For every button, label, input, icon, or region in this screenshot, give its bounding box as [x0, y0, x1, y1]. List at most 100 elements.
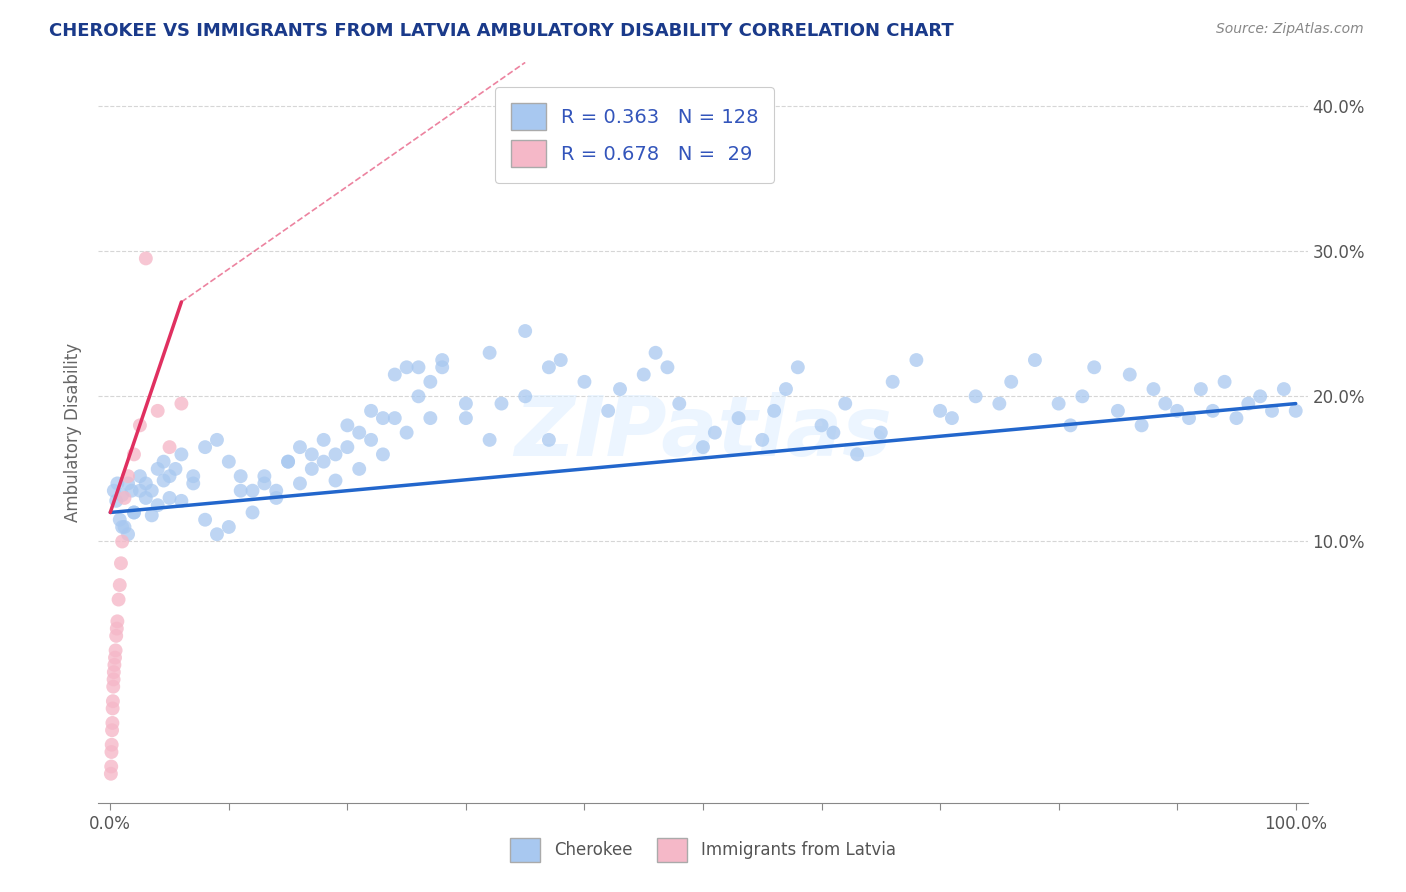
- Point: [170, 493, 193, 508]
- Point: [408, 360, 430, 375]
- Point: [1154, 396, 1177, 410]
- Point: [1071, 389, 1094, 403]
- Point: [1000, 375, 1022, 389]
- Point: [657, 360, 679, 375]
- Point: [253, 469, 276, 483]
- Point: [347, 425, 370, 440]
- Point: [170, 447, 193, 461]
- Point: [242, 483, 264, 498]
- Point: [384, 368, 406, 382]
- Point: [100, 745, 122, 759]
- Point: [395, 425, 418, 440]
- Point: [882, 375, 904, 389]
- Point: [122, 506, 145, 520]
- Point: [598, 404, 620, 418]
- Point: [117, 527, 139, 541]
- Point: [121, 483, 143, 498]
- Point: [205, 433, 228, 447]
- Point: [1024, 353, 1046, 368]
- Point: [159, 469, 181, 483]
- Point: [103, 483, 125, 498]
- Point: [1285, 404, 1308, 418]
- Point: [100, 738, 122, 752]
- Point: [1237, 396, 1260, 410]
- Point: [129, 483, 152, 498]
- Point: [264, 483, 287, 498]
- Point: [763, 404, 786, 418]
- Point: [408, 389, 430, 403]
- Point: [668, 396, 690, 410]
- Point: [941, 411, 963, 425]
- Point: [432, 360, 454, 375]
- Y-axis label: Ambulatory Disability: Ambulatory Disability: [65, 343, 83, 522]
- Point: [301, 447, 323, 461]
- Point: [101, 701, 124, 715]
- Point: [336, 418, 359, 433]
- Point: [103, 673, 125, 687]
- Point: [515, 324, 537, 338]
- Point: [360, 433, 382, 447]
- Point: [111, 534, 134, 549]
- Point: [751, 433, 773, 447]
- Point: [1189, 382, 1212, 396]
- Point: [105, 622, 128, 636]
- Point: [336, 440, 359, 454]
- Text: CHEROKEE VS IMMIGRANTS FROM LATVIA AMBULATORY DISABILITY CORRELATION CHART: CHEROKEE VS IMMIGRANTS FROM LATVIA AMBUL…: [49, 22, 953, 40]
- Point: [229, 483, 252, 498]
- Point: [103, 665, 125, 680]
- Point: [141, 483, 163, 498]
- Point: [104, 650, 127, 665]
- Point: [609, 382, 631, 396]
- Point: [135, 491, 157, 505]
- Point: [218, 520, 240, 534]
- Point: [108, 578, 131, 592]
- Point: [550, 353, 572, 368]
- Point: [1202, 404, 1225, 418]
- Point: [1249, 389, 1271, 403]
- Point: [100, 766, 122, 780]
- Point: [129, 469, 152, 483]
- Point: [537, 360, 560, 375]
- Point: [1178, 411, 1201, 425]
- Point: [277, 455, 299, 469]
- Point: [101, 694, 124, 708]
- Point: [692, 440, 714, 454]
- Point: [218, 455, 240, 469]
- Text: Source: ZipAtlas.com: Source: ZipAtlas.com: [1216, 22, 1364, 37]
- Point: [454, 396, 477, 410]
- Point: [111, 488, 134, 502]
- Point: [727, 411, 749, 425]
- Point: [834, 396, 856, 410]
- Point: [141, 508, 163, 523]
- Point: [242, 506, 264, 520]
- Point: [312, 433, 335, 447]
- Point: [1107, 404, 1129, 418]
- Point: [633, 368, 655, 382]
- Point: [111, 520, 134, 534]
- Point: [1213, 375, 1236, 389]
- Point: [1130, 418, 1153, 433]
- Point: [117, 476, 139, 491]
- Point: [360, 404, 382, 418]
- Point: [105, 615, 128, 629]
- Text: ZIPatlas: ZIPatlas: [515, 392, 891, 473]
- Point: [905, 353, 928, 368]
- Point: [965, 389, 987, 403]
- Point: [1225, 411, 1247, 425]
- Point: [101, 715, 124, 730]
- Point: [103, 680, 125, 694]
- Point: [644, 345, 666, 359]
- Point: [114, 491, 136, 505]
- Point: [105, 493, 128, 508]
- Point: [146, 462, 169, 476]
- Point: [205, 527, 228, 541]
- Point: [122, 447, 145, 461]
- Point: [432, 353, 454, 368]
- Point: [288, 476, 311, 491]
- Point: [159, 491, 181, 505]
- Point: [1272, 382, 1295, 396]
- Point: [129, 418, 152, 433]
- Point: [419, 411, 441, 425]
- Point: [122, 506, 145, 520]
- Point: [117, 469, 139, 483]
